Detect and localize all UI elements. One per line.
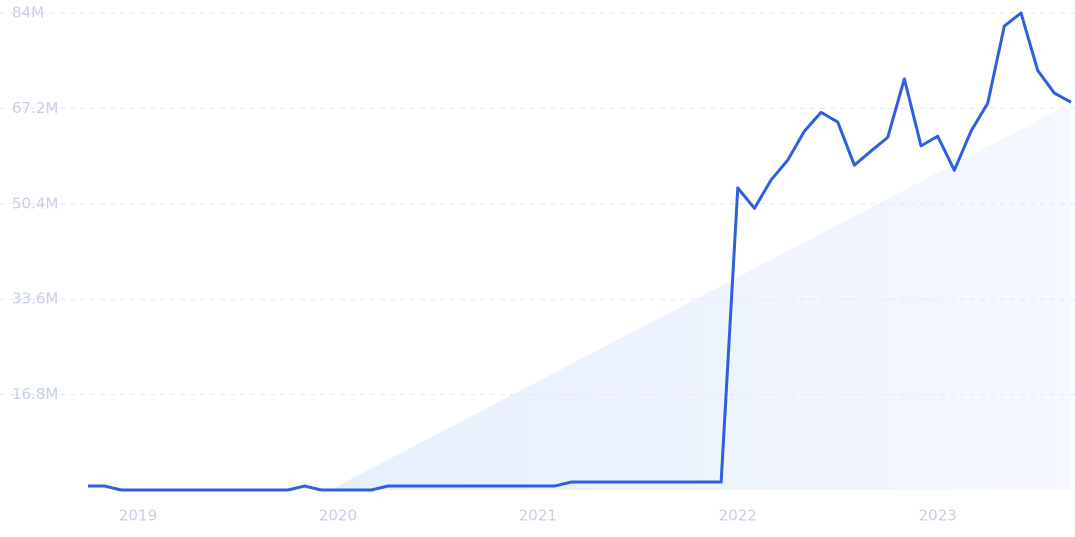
- data-line: [88, 11, 1072, 492]
- trend-area: [330, 103, 1071, 490]
- y-tick-label: 84M: [12, 4, 44, 22]
- x-tick-label: 2022: [719, 507, 757, 525]
- y-tick-label: 33.6M: [12, 290, 58, 308]
- y-tick-label: 16.8M: [12, 385, 58, 403]
- y-tick-label: 67.2M: [12, 99, 58, 117]
- y-tick-label: 50.4M: [12, 194, 58, 212]
- x-tick-label: 2019: [119, 507, 157, 525]
- x-tick-label: 2023: [919, 507, 957, 525]
- x-tick-label: 2021: [519, 507, 557, 525]
- x-tick-label: 2020: [319, 507, 357, 525]
